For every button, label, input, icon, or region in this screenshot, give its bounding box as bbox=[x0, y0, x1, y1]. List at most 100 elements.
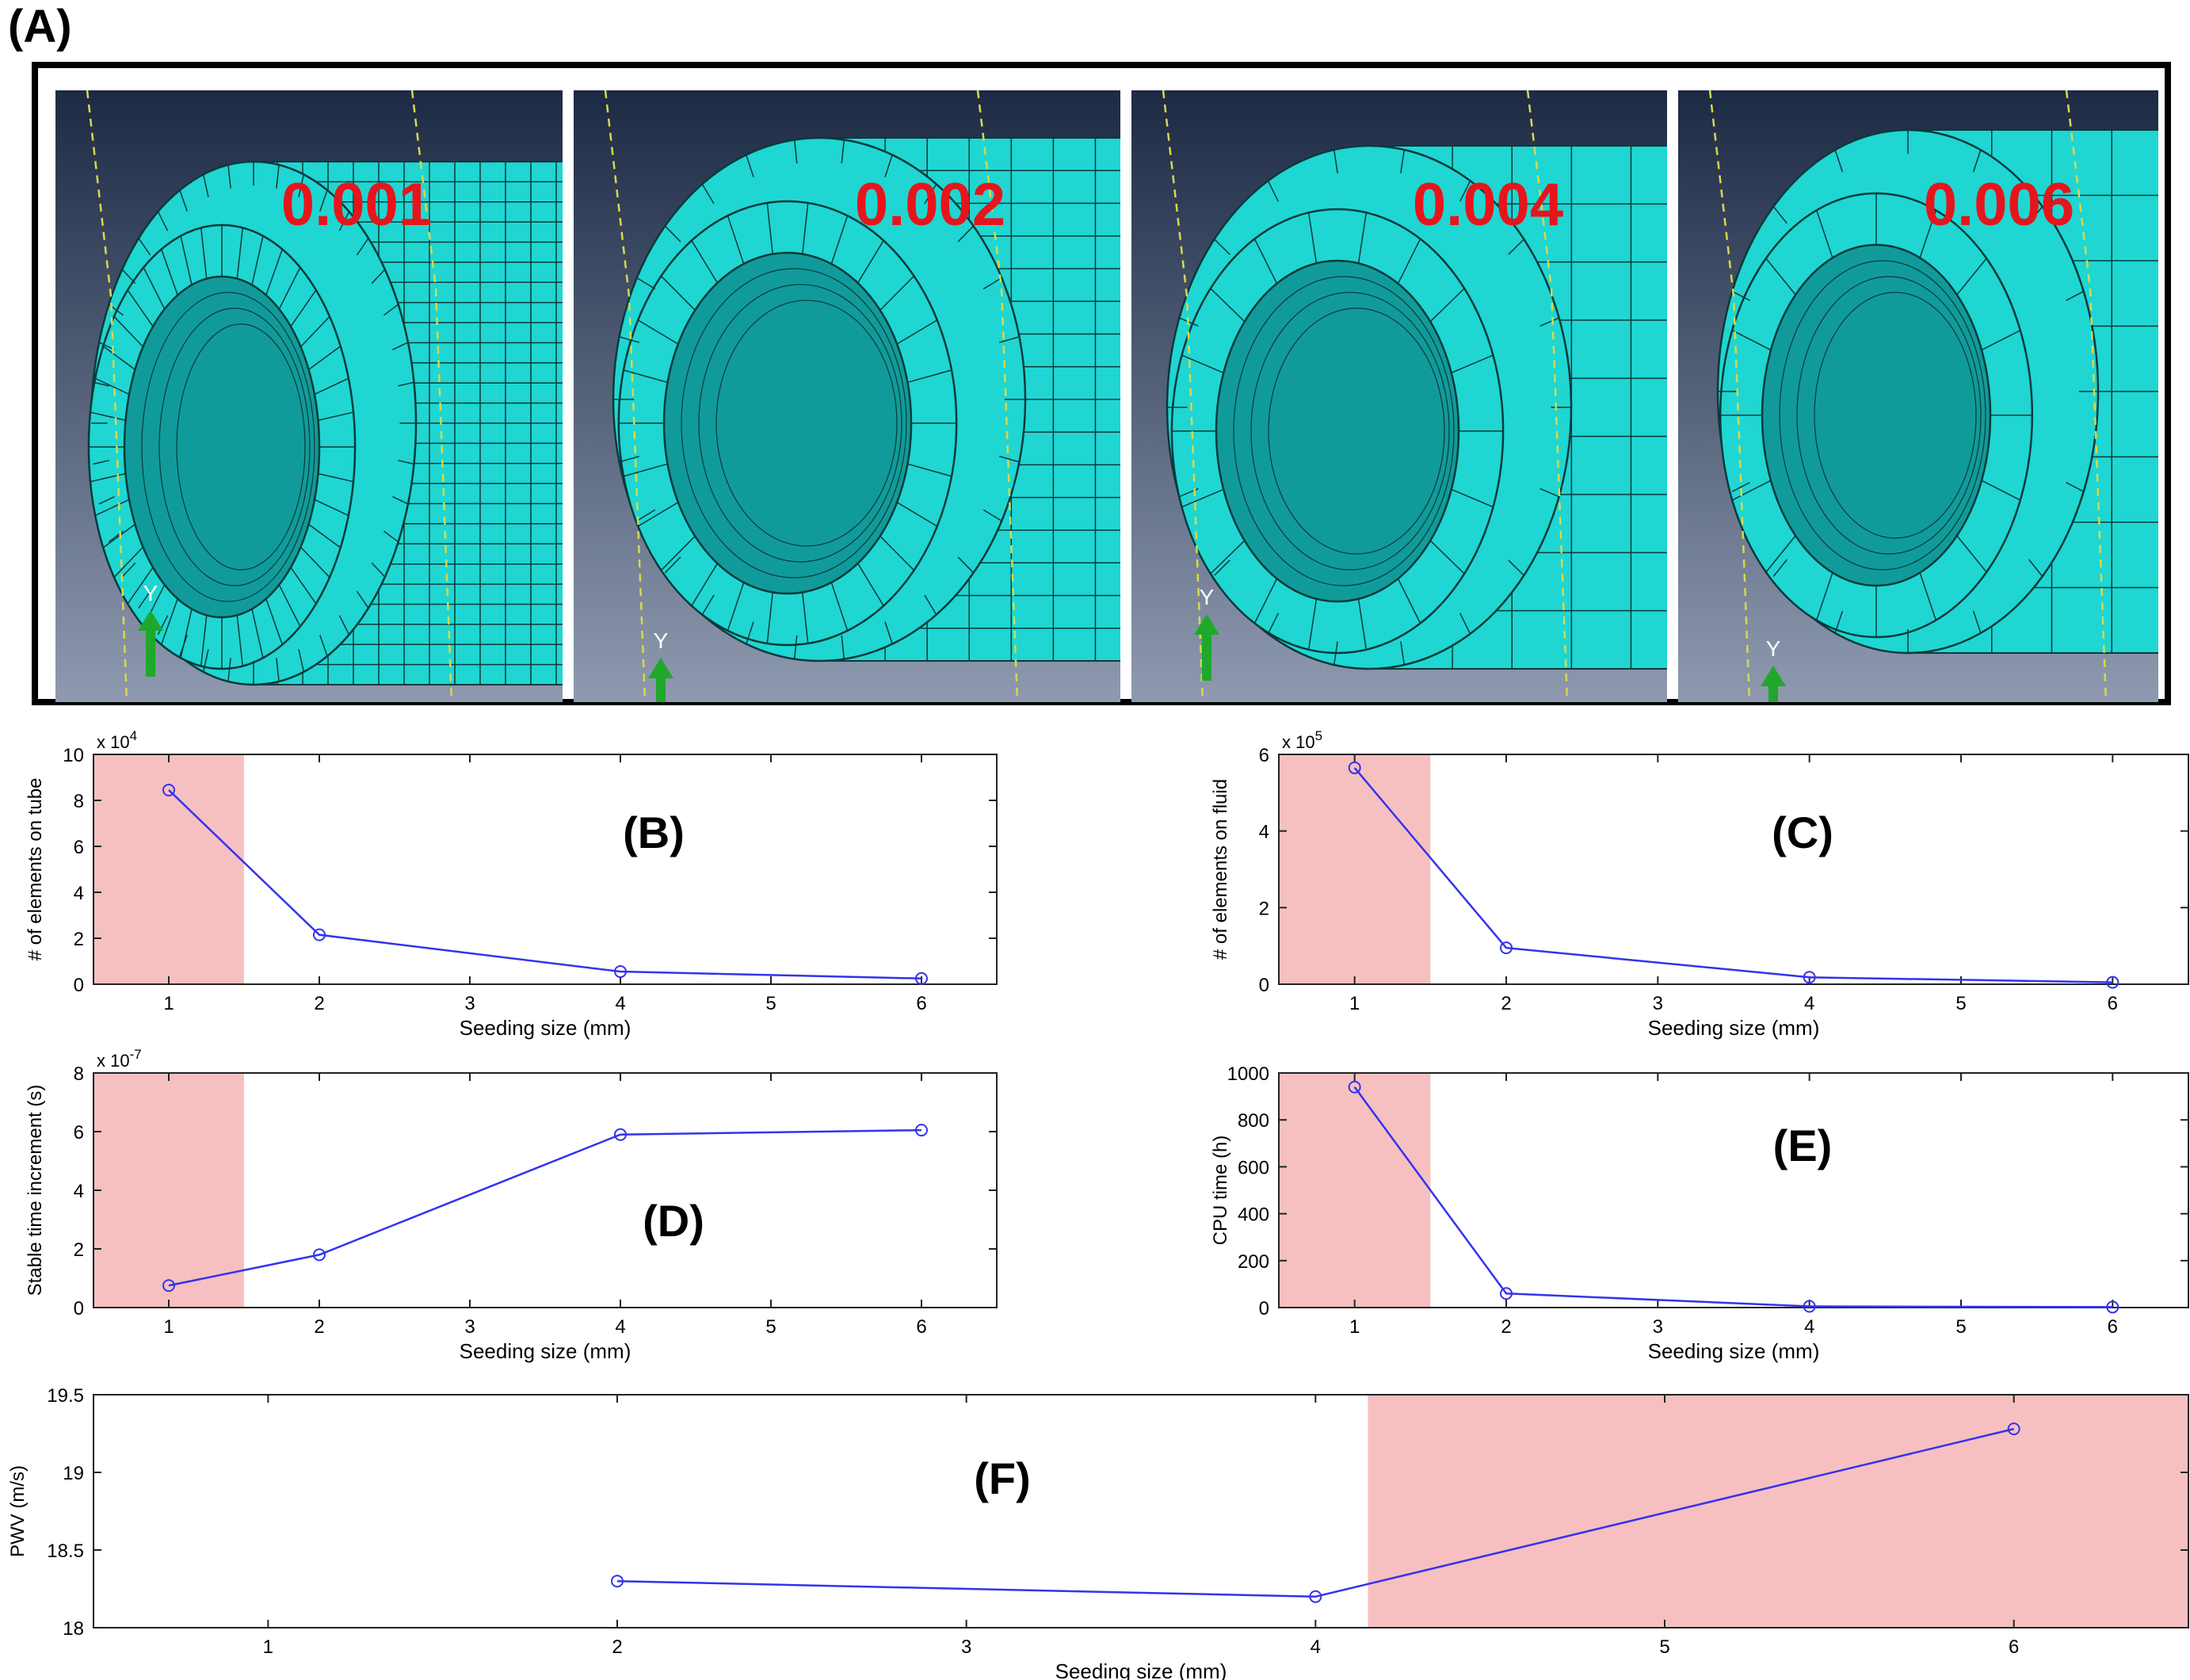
axis-label-y: Y bbox=[1766, 636, 1781, 661]
mesh-line bbox=[1731, 330, 1772, 351]
data-point bbox=[2106, 1300, 2119, 1314]
mesh-line bbox=[1267, 613, 1279, 635]
y-tick-label: 18 bbox=[63, 1618, 84, 1640]
mesh-line bbox=[93, 381, 109, 387]
mesh-line bbox=[121, 562, 136, 578]
highlight-region bbox=[1279, 1073, 1431, 1308]
mesh-line bbox=[383, 304, 399, 316]
guide-line bbox=[976, 90, 1019, 702]
mesh-line bbox=[102, 524, 135, 548]
x-tick-label: 5 bbox=[1955, 1316, 1966, 1338]
mesh-line bbox=[636, 277, 656, 290]
mesh-line bbox=[1956, 535, 1987, 573]
mesh-line bbox=[290, 289, 317, 327]
y-tick-label: 200 bbox=[1238, 1251, 1269, 1273]
series-line bbox=[168, 1128, 922, 1287]
guide-line bbox=[604, 90, 647, 702]
axes-box bbox=[1278, 1072, 2189, 1308]
mesh-line bbox=[1267, 180, 1279, 202]
mesh-line bbox=[879, 275, 915, 311]
mesh-panel-0.004: Y 0.004 bbox=[1131, 90, 1667, 702]
mesh-line bbox=[766, 592, 773, 644]
mesh-line bbox=[318, 411, 354, 422]
seeding-label: 0.002 bbox=[855, 171, 1005, 239]
x-tick-label: 4 bbox=[1804, 993, 1814, 1014]
x-tick-label: 6 bbox=[2108, 993, 2118, 1014]
data-point bbox=[2106, 976, 2119, 989]
x-tick-label: 2 bbox=[1501, 993, 1511, 1014]
mesh-line bbox=[841, 635, 845, 659]
mesh-line bbox=[701, 184, 715, 204]
mesh-line bbox=[727, 215, 745, 265]
mesh-line bbox=[113, 315, 144, 348]
y-tick-label: 0 bbox=[74, 1298, 84, 1319]
mesh-line bbox=[338, 211, 350, 231]
mesh-line bbox=[746, 621, 754, 644]
x-axis-label: Seeding size (mm) bbox=[1648, 1339, 1820, 1363]
highlight-region bbox=[1279, 754, 1431, 984]
data-point bbox=[611, 1575, 624, 1588]
x-tick-label: 6 bbox=[916, 993, 926, 1014]
mesh-line bbox=[1451, 488, 1494, 508]
mesh-line bbox=[157, 211, 169, 231]
panel-label: (E) bbox=[1773, 1121, 1833, 1170]
x-tick-label: 6 bbox=[2108, 1316, 2118, 1338]
highlight-region bbox=[1368, 1395, 2188, 1628]
y-tick-label: 10 bbox=[63, 745, 84, 766]
mesh-line bbox=[637, 319, 679, 345]
mesh-line bbox=[227, 164, 231, 189]
mesh-line bbox=[857, 563, 884, 606]
mesh-line bbox=[660, 536, 696, 571]
mesh-line bbox=[121, 269, 136, 284]
y-tick-label: 6 bbox=[74, 837, 84, 858]
y-tick-label: 4 bbox=[74, 1181, 84, 1202]
mesh-line bbox=[176, 323, 306, 571]
mesh-line bbox=[138, 590, 151, 609]
mesh-line bbox=[691, 563, 719, 606]
y-tick-label: 2 bbox=[1259, 898, 1269, 919]
guide-line bbox=[1708, 90, 1751, 702]
mesh-line bbox=[356, 238, 369, 256]
mesh-line bbox=[907, 369, 952, 384]
axis-arrow-shaft bbox=[1768, 685, 1778, 702]
mesh-line bbox=[392, 496, 409, 505]
mesh-line bbox=[102, 346, 135, 370]
mesh-line bbox=[141, 292, 315, 602]
mesh-line bbox=[157, 615, 169, 636]
mesh-line bbox=[1307, 212, 1318, 264]
mesh-line bbox=[802, 202, 809, 254]
seeding-label: 0.006 bbox=[1924, 171, 2074, 239]
mesh-line bbox=[982, 509, 1002, 522]
mesh-line bbox=[1429, 288, 1465, 323]
mesh-panel-frame: Y 0.001 Y 0.002 Y 0.004 Y 0.006 bbox=[32, 62, 2171, 705]
mesh-line bbox=[202, 174, 209, 197]
y-axis-label: Stable time increment (s) bbox=[25, 1085, 46, 1296]
mesh-line bbox=[1981, 479, 2021, 501]
mesh-line bbox=[746, 155, 754, 178]
mesh-line bbox=[957, 556, 975, 574]
data-point bbox=[1803, 1300, 1816, 1313]
axis-arrow-head bbox=[1761, 666, 1786, 686]
data-point bbox=[162, 1279, 175, 1292]
mesh-line bbox=[1731, 291, 1750, 301]
data-point bbox=[915, 1124, 928, 1137]
mesh-line bbox=[278, 267, 301, 310]
mesh-line bbox=[90, 472, 126, 483]
mesh-line bbox=[265, 598, 284, 645]
mesh-line bbox=[2028, 206, 2043, 224]
mesh-line bbox=[982, 277, 1002, 290]
y-axis-label: CPU time (h) bbox=[1210, 1136, 1231, 1246]
axis-arrow-shaft bbox=[1202, 633, 1211, 681]
x-tick-label: 3 bbox=[961, 1636, 971, 1658]
y-tick-label: 8 bbox=[74, 791, 84, 812]
mesh-line bbox=[884, 621, 893, 644]
mesh-line bbox=[318, 472, 354, 483]
mesh-line bbox=[2028, 559, 2043, 577]
mesh-line bbox=[1539, 487, 1559, 498]
x-axis-label: Seeding size (mm) bbox=[460, 1016, 631, 1040]
y-tick-label: 0 bbox=[74, 975, 84, 996]
mesh-line bbox=[636, 509, 656, 522]
mesh-line bbox=[1253, 578, 1278, 624]
mesh-line bbox=[619, 336, 640, 343]
mesh-line bbox=[158, 307, 311, 586]
